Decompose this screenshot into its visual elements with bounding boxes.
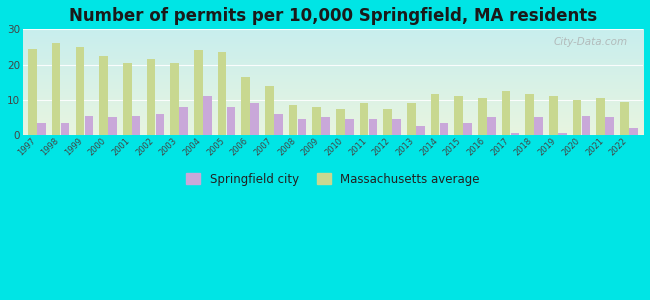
Bar [454, 96, 463, 135]
Bar [534, 117, 543, 135]
Bar [170, 63, 179, 135]
Bar [289, 105, 297, 135]
Bar [439, 123, 448, 135]
Bar [203, 96, 211, 135]
Bar [75, 47, 84, 135]
Bar [227, 107, 235, 135]
Bar [123, 63, 131, 135]
Bar [336, 109, 344, 135]
Bar [384, 109, 392, 135]
Bar [407, 103, 415, 135]
Bar [463, 123, 472, 135]
Bar [369, 119, 377, 135]
Bar [265, 86, 274, 135]
Bar [359, 103, 368, 135]
Bar [629, 128, 638, 135]
Bar [29, 49, 37, 135]
Bar [194, 50, 203, 135]
Bar [393, 119, 401, 135]
Bar [558, 133, 567, 135]
Bar [298, 119, 306, 135]
Bar [109, 117, 117, 135]
Bar [511, 133, 519, 135]
Bar [525, 94, 534, 135]
Bar [147, 59, 155, 135]
Bar [321, 117, 330, 135]
Bar [37, 123, 46, 135]
Bar [179, 107, 188, 135]
Bar [573, 100, 581, 135]
Bar [313, 107, 321, 135]
Bar [582, 116, 590, 135]
Bar [597, 98, 605, 135]
Bar [61, 123, 70, 135]
Bar [502, 91, 510, 135]
Title: Number of permits per 10,000 Springfield, MA residents: Number of permits per 10,000 Springfield… [69, 7, 597, 25]
Bar [416, 126, 424, 135]
Bar [250, 103, 259, 135]
Bar [99, 56, 108, 135]
Bar [241, 77, 250, 135]
Bar [620, 101, 629, 135]
Bar [52, 44, 60, 135]
Bar [549, 96, 558, 135]
Bar [478, 98, 487, 135]
Legend: Springfield city, Massachusetts average: Springfield city, Massachusetts average [181, 168, 484, 190]
Bar [132, 116, 140, 135]
Bar [605, 117, 614, 135]
Text: City-Data.com: City-Data.com [553, 37, 627, 47]
Bar [274, 114, 283, 135]
Bar [218, 52, 226, 135]
Bar [345, 119, 354, 135]
Bar [155, 114, 164, 135]
Bar [487, 117, 495, 135]
Bar [84, 116, 93, 135]
Bar [431, 94, 439, 135]
